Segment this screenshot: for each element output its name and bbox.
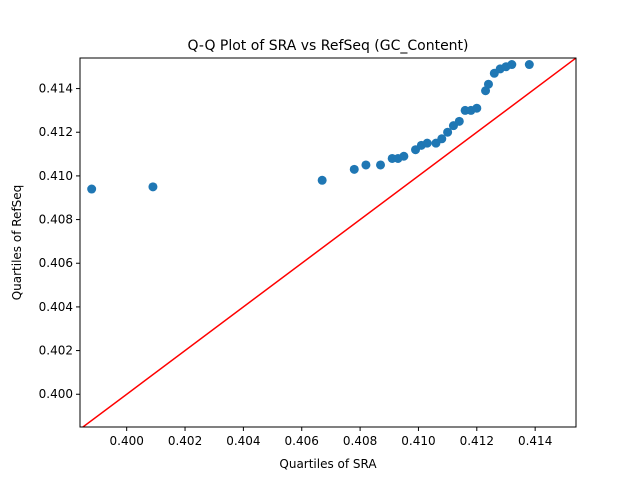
plot-area: [81, 58, 576, 427]
data-point: [399, 151, 409, 161]
x-axis-title: Quartiles of SRA: [279, 457, 377, 471]
x-tick-label: 0.400: [110, 434, 144, 448]
data-point: [437, 134, 447, 144]
data-point: [148, 182, 158, 192]
x-tick-label: 0.410: [401, 434, 435, 448]
y-tick-label: 0.404: [39, 300, 73, 314]
data-point: [454, 116, 464, 126]
x-tick-label: 0.412: [460, 434, 494, 448]
y-tick-label: 0.408: [39, 213, 73, 227]
y-tick-label: 0.414: [39, 82, 73, 96]
x-tick-label: 0.402: [168, 434, 202, 448]
chart-title: Q-Q Plot of SRA vs RefSeq (GC_Content): [187, 38, 468, 54]
reference-line: [81, 58, 576, 427]
data-point: [472, 103, 482, 113]
data-point: [317, 175, 327, 185]
data-point: [87, 184, 97, 194]
y-tick-label: 0.406: [39, 256, 73, 270]
x-tick-label: 0.406: [285, 434, 319, 448]
data-point: [376, 160, 386, 170]
y-tick-label: 0.400: [39, 387, 73, 401]
data-point: [361, 160, 371, 170]
x-tick-label: 0.408: [343, 434, 377, 448]
y-tick-label: 0.402: [39, 344, 73, 358]
x-tick-label: 0.404: [226, 434, 260, 448]
data-point: [422, 138, 432, 148]
plot-frame: [79, 57, 577, 428]
data-point: [443, 127, 453, 137]
y-tick-label: 0.410: [39, 169, 73, 183]
data-point: [524, 60, 534, 70]
y-tick-label: 0.412: [39, 125, 73, 139]
x-tick-label: 0.414: [518, 434, 552, 448]
y-axis: 0.400 0.402 0.404 0.406 0.408 0.410 0.412 0.414: [39, 82, 80, 401]
data-point: [349, 164, 359, 174]
data-point: [483, 79, 493, 89]
y-axis-title: Quartiles of RefSeq: [10, 185, 24, 301]
x-axis: 0.400 0.402 0.404 0.406 0.408 0.410 0.412 0.414: [110, 427, 552, 448]
data-point: [507, 60, 517, 70]
